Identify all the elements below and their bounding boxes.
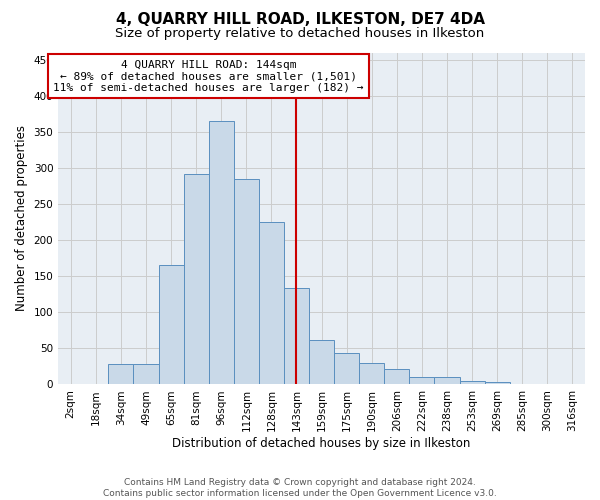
Bar [309,340,334,384]
Bar [284,288,309,384]
Bar [359,363,385,384]
Bar [184,174,209,384]
Text: 4 QUARRY HILL ROAD: 144sqm
← 89% of detached houses are smaller (1,501)
11% of s: 4 QUARRY HILL ROAD: 144sqm ← 89% of deta… [53,60,364,93]
Bar [485,382,510,384]
Bar [133,364,158,384]
Text: 4, QUARRY HILL ROAD, ILKESTON, DE7 4DA: 4, QUARRY HILL ROAD, ILKESTON, DE7 4DA [115,12,485,28]
Bar [460,381,485,384]
Bar [385,368,409,384]
Bar [334,354,359,384]
X-axis label: Distribution of detached houses by size in Ilkeston: Distribution of detached houses by size … [172,437,471,450]
Bar [234,179,259,384]
Bar [109,364,133,384]
Bar [158,266,184,384]
Text: Contains HM Land Registry data © Crown copyright and database right 2024.
Contai: Contains HM Land Registry data © Crown c… [103,478,497,498]
Bar [434,377,460,384]
Y-axis label: Number of detached properties: Number of detached properties [15,126,28,312]
Bar [409,377,434,384]
Bar [259,222,284,384]
Text: Size of property relative to detached houses in Ilkeston: Size of property relative to detached ho… [115,28,485,40]
Bar [209,121,234,384]
